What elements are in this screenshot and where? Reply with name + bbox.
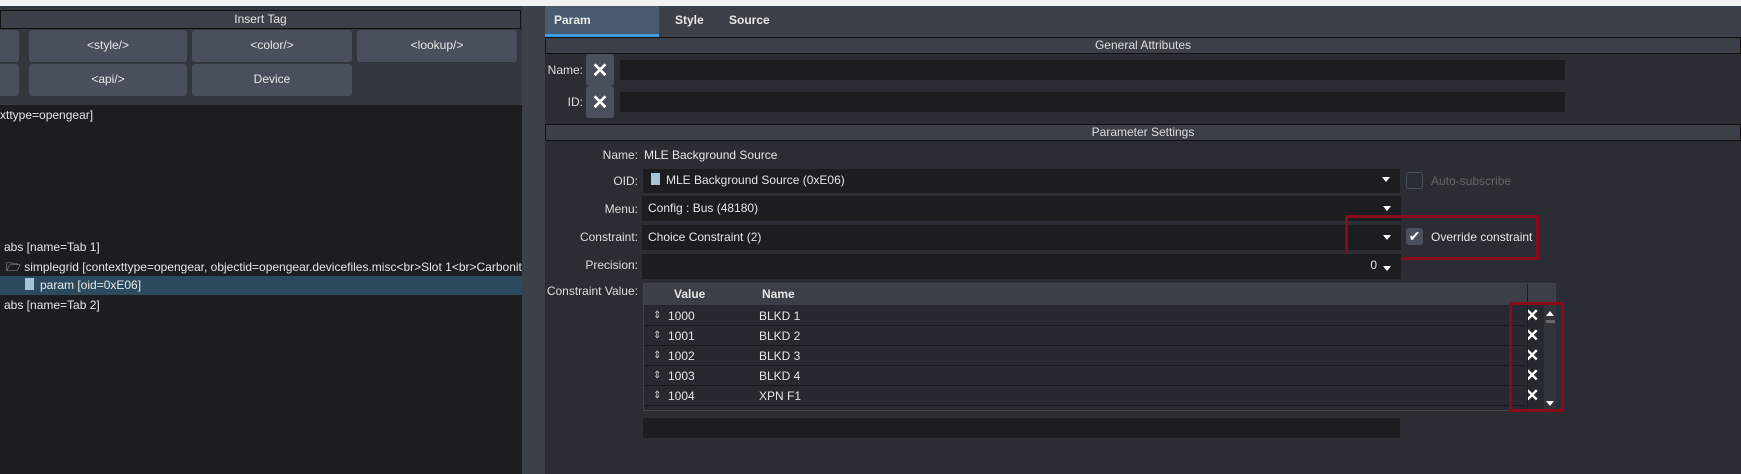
delete-row-icon[interactable]: ✕ [1525, 366, 1540, 385]
auto-subscribe-label: Auto-subscribe [1431, 174, 1512, 188]
file-icon [651, 173, 660, 185]
close-icon: ✕ [591, 91, 609, 114]
tree-item-label: param [oid=0xE06] [40, 278, 142, 292]
tree-item-tab2[interactable]: abs [name=Tab 2] [4, 298, 100, 312]
oid-value: MLE Background Source (0xE06) [666, 173, 845, 187]
constraint-value-table: Value Name ⇕ 1000 BLKD 1 ✕ ⇕ 1001 BLKD 2 … [643, 283, 1556, 411]
insert-lookup-button[interactable]: <lookup/> [357, 30, 517, 62]
table-row[interactable]: ⇕ 1002 BLKD 3 ✕ [644, 346, 1539, 366]
close-icon: ✕ [591, 59, 609, 82]
oid-select[interactable]: MLE Background Source (0xE06) [643, 169, 1400, 193]
drag-handle-icon[interactable]: ⇕ [653, 330, 662, 341]
delete-row-icon[interactable]: ✕ [1525, 306, 1540, 325]
folder-open-icon: 🗁 [6, 260, 25, 274]
clear-id-button[interactable]: ✕ [586, 86, 614, 118]
table-header: Value Name [644, 284, 1555, 305]
next-field[interactable] [643, 418, 1400, 438]
tab-bar: Param Attributes Style Source [545, 6, 1741, 56]
row-name[interactable]: XPN F1 [759, 389, 802, 403]
drag-handle-icon[interactable]: ⇕ [653, 310, 662, 321]
insert-tag-button-hidden[interactable] [0, 30, 19, 62]
parameter-settings-header: Parameter Settings [545, 124, 1741, 141]
delete-row-icon[interactable]: ✕ [1525, 386, 1540, 405]
insert-api-button[interactable]: <api/> [29, 64, 187, 96]
constraint-select[interactable]: Choice Constraint (2) [642, 225, 1401, 250]
scroll-up-icon[interactable] [1546, 311, 1554, 316]
scrollbar-thumb[interactable] [1546, 320, 1555, 323]
dropdown-arrow-icon [1383, 206, 1391, 211]
drag-handle-icon[interactable]: ⇕ [653, 370, 662, 381]
general-attributes-header: General Attributes [545, 37, 1741, 54]
precision-stepper[interactable]: 0 [642, 254, 1401, 279]
table-scrollbar[interactable] [1544, 305, 1556, 410]
drag-handle-icon[interactable]: ⇕ [653, 390, 662, 401]
row-value[interactable]: 1004 [668, 389, 695, 403]
checkmark-icon: ✔ [1408, 228, 1421, 244]
tree-item-simplegrid[interactable]: 🗁 simplegrid [contexttype=opengear, obje… [6, 257, 532, 277]
auto-subscribe-checkbox[interactable] [1406, 172, 1423, 189]
precision-label: Precision: [585, 258, 638, 272]
oid-label: OID: [613, 174, 638, 188]
insert-color-button[interactable]: <color/> [192, 30, 352, 62]
tree-item-tab1[interactable]: abs [name=Tab 1] [4, 240, 100, 254]
highlight-box-delete [1509, 302, 1564, 412]
clear-name-button[interactable]: ✕ [586, 54, 614, 86]
column-header-name[interactable]: Name [762, 287, 795, 301]
menu-value: Config : Bus (48180) [648, 201, 759, 215]
param-name-label: Name: [602, 148, 638, 162]
table-row[interactable]: ⇕ 1003 BLKD 4 ✕ [644, 366, 1539, 386]
table-row[interactable]: ⇕ 1004 XPN F1 ✕ [644, 386, 1539, 406]
id-input[interactable] [620, 92, 1565, 112]
tree-item-label: simplegrid [contexttype=opengear, object… [24, 260, 532, 274]
tree-item-root[interactable]: xttype=opengear] [0, 108, 94, 122]
file-icon [25, 278, 34, 290]
tab-style[interactable]: Style [675, 13, 704, 27]
row-value[interactable]: 1000 [668, 309, 695, 323]
name-label: Name: [547, 63, 583, 77]
constraint-value-label: Constraint Value: [546, 284, 638, 298]
row-value[interactable]: 1003 [668, 369, 695, 383]
delete-row-icon[interactable]: ✕ [1525, 326, 1540, 345]
column-header-value[interactable]: Value [674, 287, 706, 301]
insert-device-button[interactable]: Device [192, 64, 352, 96]
override-constraint-label: Override constraint [1431, 230, 1533, 244]
drag-handle-icon[interactable]: ⇕ [653, 350, 662, 361]
insert-tag-header: Insert Tag [0, 10, 521, 29]
tree-item-param-selected[interactable]: param [oid=0xE06] [0, 276, 522, 295]
window-top-strip [0, 0, 1741, 6]
dropdown-arrow-icon [1383, 235, 1391, 240]
row-name[interactable]: BLKD 3 [759, 349, 801, 363]
precision-value: 0 [1370, 258, 1377, 272]
menu-select[interactable]: Config : Bus (48180) [642, 196, 1401, 221]
constraint-value: Choice Constraint (2) [648, 230, 762, 244]
tab-param-attributes[interactable]: Param Attributes [545, 6, 659, 56]
id-label: ID: [567, 95, 583, 109]
dropdown-arrow-icon [1383, 266, 1391, 271]
row-name[interactable]: BLKD 1 [759, 309, 801, 323]
row-value[interactable]: 1002 [668, 349, 695, 363]
param-name-value: MLE Background Source [644, 148, 778, 162]
override-constraint-checkbox[interactable]: ✔ [1406, 228, 1423, 245]
insert-style-button[interactable]: <style/> [29, 30, 187, 62]
constraint-label: Constraint: [579, 230, 638, 244]
insert-tag-button-hidden-2[interactable] [0, 64, 19, 96]
splitter[interactable] [522, 6, 545, 474]
row-name[interactable]: BLKD 4 [759, 369, 801, 383]
table-row[interactable]: ⇕ 1000 BLKD 1 ✕ [644, 306, 1539, 326]
row-name[interactable]: BLKD 2 [759, 329, 801, 343]
name-input[interactable] [620, 60, 1565, 80]
dropdown-arrow-icon [1382, 177, 1390, 182]
delete-row-icon[interactable]: ✕ [1525, 346, 1540, 365]
table-row[interactable]: ⇕ 1001 BLKD 2 ✕ [644, 326, 1539, 346]
row-value[interactable]: 1001 [668, 329, 695, 343]
scroll-down-icon[interactable] [1546, 401, 1554, 406]
menu-label: Menu: [604, 202, 638, 216]
tab-source[interactable]: Source [729, 13, 770, 27]
highlight-box-override [1345, 215, 1539, 260]
column-divider [1527, 284, 1528, 410]
